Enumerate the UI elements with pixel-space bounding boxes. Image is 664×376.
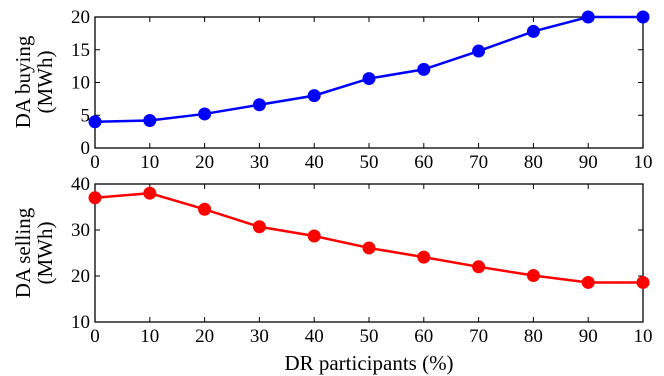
x-tick-label: 0 [90,326,100,347]
data-point [472,260,486,274]
x-tick-label: 20 [195,326,214,347]
y-tick-label: 20 [71,266,90,287]
x-tick-label: 70 [469,152,488,173]
data-point [362,72,376,86]
data-point [143,186,157,200]
x-tick-label: 10 [634,326,653,347]
x-tick-label: 50 [360,326,379,347]
data-point [198,107,212,121]
x-tick-label: 90 [579,326,598,347]
data-point [526,269,540,283]
y-tick-label: 20 [71,7,90,28]
data-point [252,220,266,234]
x-axis-label: DR participants (%) [284,351,453,375]
x-tick-label: 30 [250,152,269,173]
y-tick-label: 0 [81,138,91,159]
x-tick-label: 80 [524,152,543,173]
x-tick-label: 60 [414,152,433,173]
y-tick-label: 10 [71,312,90,333]
data-point [362,241,376,255]
y-tick-label: 5 [81,105,91,126]
x-tick-label: 60 [414,326,433,347]
data-point [581,10,595,24]
data-point [526,24,540,38]
data-point [143,113,157,127]
data-point [636,10,650,24]
x-tick-label: 70 [469,326,488,347]
x-tick-label: 20 [195,152,214,173]
data-point [198,202,212,216]
data-point [307,229,321,243]
data-point [88,115,102,129]
y-tick-label: 30 [71,220,90,241]
y-tick-label: 10 [71,73,90,94]
x-tick-label: 10 [140,152,159,173]
y-axis-label: DA buying [11,35,35,128]
x-tick-label: 0 [90,152,100,173]
data-point [581,275,595,289]
series-line [94,15,643,124]
data-point [417,250,431,264]
x-tick-label: 30 [250,326,269,347]
x-tick-label: 10 [140,326,159,347]
y-tick-label: 15 [71,40,90,61]
data-point [252,98,266,112]
data-point [307,89,321,103]
series-line [94,191,643,284]
y-axis-label: DA selling [11,207,35,298]
x-tick-label: 40 [305,152,324,173]
y-axis-label: (MWh) [33,222,57,285]
data-point [88,191,102,205]
x-tick-label: 10 [634,152,653,173]
x-tick-label: 90 [579,152,598,173]
x-tick-label: 40 [305,326,324,347]
y-tick-label: 40 [71,174,90,195]
x-tick-label: 50 [360,152,379,173]
y-axis-label: (MWh) [33,51,57,114]
data-point [472,44,486,58]
x-tick-label: 80 [524,326,543,347]
data-point [636,275,650,289]
data-point [417,62,431,76]
